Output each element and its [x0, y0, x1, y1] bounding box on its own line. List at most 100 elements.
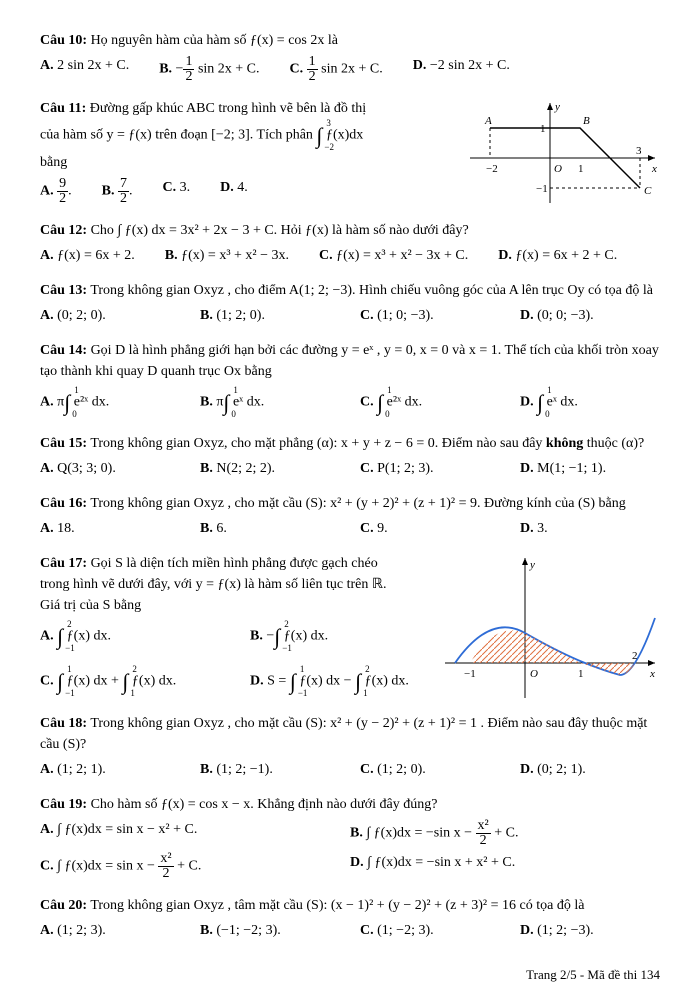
- q11-text2a: của hàm số y = ƒ(x) trên đoạn [−2; 3]. T…: [40, 128, 316, 143]
- q12-opt-a: A. ƒ(x) = 6x + 2.: [40, 245, 135, 266]
- question-13: Câu 13: Trong không gian Oxyz , cho điểm…: [40, 280, 660, 330]
- integral-icon: ∫10: [64, 386, 70, 419]
- q15-opt-c: C. P(1; 2; 3).: [360, 458, 490, 479]
- q18-text: Trong không gian Oxyz , cho mặt cầu (S):…: [40, 716, 647, 752]
- q13-opt-c: C. (1; 0; −3).: [360, 305, 490, 326]
- q14-opt-a: A. π∫10 e²ˣ dx.: [40, 386, 170, 419]
- q17-graph: −1 O 1 2 y x: [440, 553, 660, 703]
- q11-text3: bằng: [40, 155, 67, 170]
- integral-icon: ∫10: [537, 386, 543, 419]
- svg-text:3: 3: [636, 145, 642, 157]
- question-11: Câu 11: Đường gấp khúc ABC trong hình vẽ…: [40, 98, 660, 210]
- q19-opt-c: C. ∫ ƒ(x)dx = sin x − x²2 + C.: [40, 852, 320, 881]
- svg-text:2: 2: [632, 650, 638, 662]
- svg-text:O: O: [554, 163, 562, 175]
- q15-text1: Trong không gian Oxyz, cho mặt phẳng (α)…: [90, 436, 546, 451]
- question-14: Câu 14: Gọi D là hình phẳng giới hạn bởi…: [40, 340, 660, 423]
- q13-opt-b: B. (1; 2; 0).: [200, 305, 330, 326]
- q11-text1: Đường gấp khúc ABC trong hình vẽ bên là …: [90, 101, 366, 116]
- svg-text:y: y: [529, 559, 535, 571]
- q10-opt-d: D. −2 sin 2x + C.: [413, 55, 510, 84]
- q20-opt-c: C. (1; −2; 3).: [360, 920, 490, 941]
- question-10: Câu 10: Họ nguyên hàm của hàm số ƒ(x) = …: [40, 30, 660, 88]
- q15-label: Câu 15:: [40, 436, 87, 451]
- question-20: Câu 20: Trong không gian Oxyz , tâm mặt …: [40, 895, 660, 945]
- q10-text: Họ nguyên hàm của hàm số ƒ(x) = cos 2x l…: [91, 33, 338, 48]
- q17-text3: Giá trị của S bằng: [40, 598, 141, 613]
- svg-text:y: y: [554, 101, 560, 113]
- q19-text: Cho hàm số ƒ(x) = cos x − x. Khẳng định …: [91, 797, 438, 812]
- q19-label: Câu 19:: [40, 797, 87, 812]
- question-16: Câu 16: Trong không gian Oxyz , cho mặt …: [40, 493, 660, 543]
- q10-opt-b: B. −12 sin 2x + C.: [159, 55, 259, 84]
- integral-icon: ∫10: [377, 386, 383, 419]
- q16-opt-a: A. 18.: [40, 518, 170, 539]
- q12-label: Câu 12:: [40, 223, 87, 238]
- q14-opt-b: B. π∫10 eˣ dx.: [200, 386, 330, 419]
- integral-icon: ∫10: [223, 386, 229, 419]
- q18-label: Câu 18:: [40, 716, 87, 731]
- page-footer: Trang 2/5 - Mã đề thi 134: [40, 965, 660, 985]
- svg-text:1: 1: [540, 123, 546, 135]
- q12-opt-b: B. ƒ(x) = x³ + x² − 3x.: [165, 245, 289, 266]
- integral-icon: ∫3−2: [316, 119, 322, 152]
- q18-opt-a: A. (1; 2; 1).: [40, 759, 170, 780]
- q19-opt-b: B. ∫ ƒ(x)dx = −sin x − x²2 + C.: [350, 819, 518, 848]
- integral-icon: ∫21: [355, 665, 361, 698]
- q11-opt-d: D. 4.: [220, 177, 248, 206]
- q17-opt-a: A. ∫2−1 ƒ(x) dx.: [40, 620, 220, 653]
- question-15: Câu 15: Trong không gian Oxyz, cho mặt p…: [40, 433, 660, 483]
- question-12: Câu 12: Cho ∫ ƒ(x) dx = 3x² + 2x − 3 + C…: [40, 220, 660, 270]
- q14-opt-d: D. ∫10 eˣ dx.: [520, 386, 578, 419]
- svg-text:1: 1: [578, 668, 584, 680]
- q20-text: Trong không gian Oxyz , tâm mặt cầu (S):…: [90, 898, 584, 913]
- q16-opt-b: B. 6.: [200, 518, 330, 539]
- q11-opt-c: C. 3.: [162, 177, 190, 206]
- q11-opt-a: A. 92.: [40, 177, 72, 206]
- q13-opt-a: A. (0; 2; 0).: [40, 305, 170, 326]
- q10-label: Câu 10:: [40, 33, 87, 48]
- integral-icon: ∫1−1: [57, 665, 63, 698]
- q17-text1: Gọi S là diện tích miền hình phẳng được …: [91, 556, 378, 571]
- q18-opt-b: B. (1; 2; −1).: [200, 759, 330, 780]
- q15-opt-a: A. Q(3; 3; 0).: [40, 458, 170, 479]
- q16-text: Trong không gian Oxyz , cho mặt cầu (S):…: [90, 496, 625, 511]
- integral-icon: ∫2−1: [274, 620, 280, 653]
- q12-opt-d: D. ƒ(x) = 6x + 2 + C.: [498, 245, 617, 266]
- q13-opt-d: D. (0; 0; −3).: [520, 305, 594, 326]
- q13-label: Câu 13:: [40, 283, 87, 298]
- svg-text:−2: −2: [486, 163, 498, 175]
- q18-opt-c: C. (1; 2; 0).: [360, 759, 490, 780]
- svg-text:B: B: [583, 115, 590, 127]
- question-17: Câu 17: Gọi S là diện tích miền hình phẳ…: [40, 553, 660, 703]
- q11-label: Câu 11:: [40, 101, 86, 116]
- q11-graph: −2 O 1 3 1 −1 A B C y x: [460, 98, 660, 208]
- q20-label: Câu 20:: [40, 898, 87, 913]
- q14-text: Gọi D là hình phẳng giới hạn bởi các đườ…: [40, 343, 659, 379]
- q13-text: Trong không gian Oxyz , cho điểm A(1; 2;…: [90, 283, 653, 298]
- q10-opt-a: A. 2 sin 2x + C.: [40, 55, 129, 84]
- svg-text:1: 1: [578, 163, 584, 175]
- svg-text:−1: −1: [464, 668, 476, 680]
- question-19: Câu 19: Cho hàm số ƒ(x) = cos x − x. Khẳ…: [40, 794, 660, 885]
- q19-opt-a: A. ∫ ƒ(x)dx = sin x − x² + C.: [40, 819, 320, 848]
- q14-opt-c: C. ∫10 e²ˣ dx.: [360, 386, 490, 419]
- svg-text:−1: −1: [536, 183, 548, 195]
- q15-text2: thuộc (α)?: [587, 436, 644, 451]
- q15-opt-d: D. M(1; −1; 1).: [520, 458, 606, 479]
- q15-opt-b: B. N(2; 2; 2).: [200, 458, 330, 479]
- q17-opt-b: B. −∫2−1 ƒ(x) dx.: [250, 620, 328, 653]
- q16-label: Câu 16:: [40, 496, 87, 511]
- question-18: Câu 18: Trong không gian Oxyz , cho mặt …: [40, 713, 660, 784]
- q14-label: Câu 14:: [40, 343, 87, 358]
- svg-text:A: A: [484, 115, 492, 127]
- q20-opt-b: B. (−1; −2; 3).: [200, 920, 330, 941]
- q12-opt-c: C. ƒ(x) = x³ + x² − 3x + C.: [319, 245, 468, 266]
- svg-text:x: x: [649, 668, 655, 680]
- q15-bold: không: [546, 436, 583, 451]
- q11-opt-b: B. 72.: [102, 177, 133, 206]
- q20-opt-a: A. (1; 2; 3).: [40, 920, 170, 941]
- q17-opt-c: C. ∫1−1 ƒ(x) dx + ∫21 ƒ(x) dx.: [40, 665, 220, 698]
- q19-opt-d: D. ∫ ƒ(x)dx = −sin x + x² + C.: [350, 852, 515, 881]
- svg-text:x: x: [651, 163, 657, 175]
